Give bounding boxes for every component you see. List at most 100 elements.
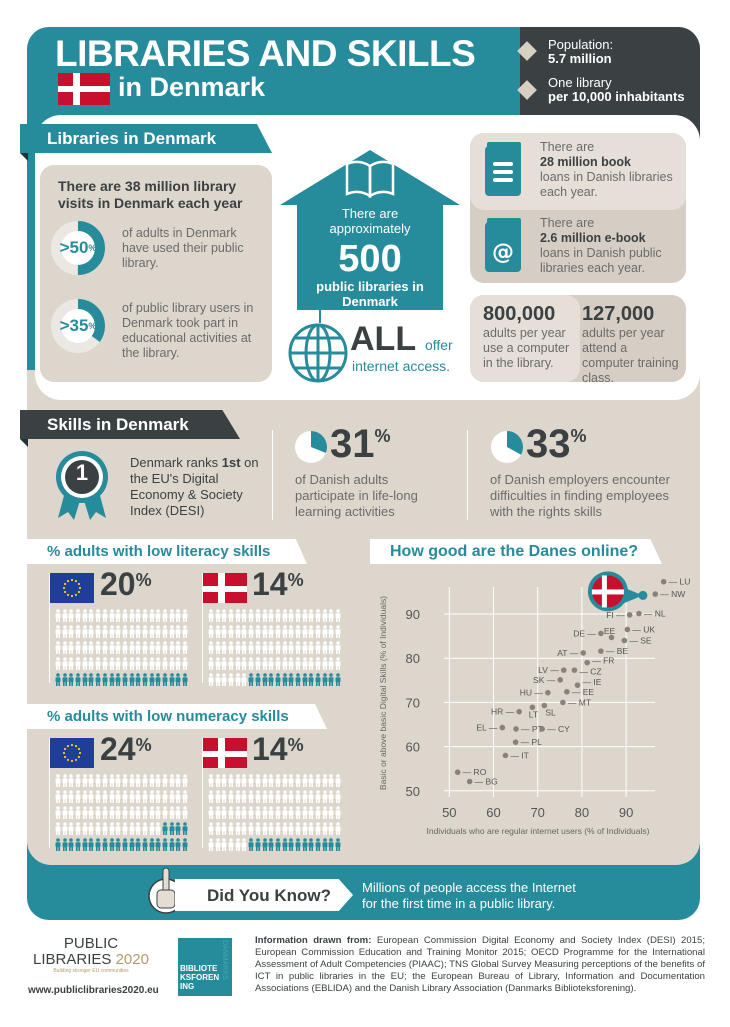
dbf-logo-vertical-text: DANMARKS bbox=[221, 940, 228, 980]
person-icon bbox=[255, 822, 261, 835]
person-icon bbox=[129, 806, 135, 819]
person-icon bbox=[228, 822, 234, 835]
person-icon bbox=[308, 806, 314, 819]
y-tick-label: 90 bbox=[406, 607, 420, 622]
person-icon-highlighted bbox=[169, 838, 175, 851]
internet-all: ALL offer bbox=[350, 320, 453, 358]
person-icon bbox=[75, 657, 81, 670]
visits-headline: There are 38 million library visits in D… bbox=[58, 178, 243, 211]
data-label: — PT bbox=[521, 724, 543, 734]
data-label: — UK bbox=[632, 624, 655, 634]
website-link[interactable]: www.publiclibraries2020.eu bbox=[28, 985, 159, 996]
person-icon-highlighted bbox=[268, 838, 274, 851]
person-icon-highlighted bbox=[135, 673, 141, 686]
person-icon bbox=[82, 641, 88, 654]
person-icon bbox=[275, 774, 281, 787]
person-icon bbox=[115, 657, 121, 670]
danish-library-association-logo: BIBLIOTEKSFORENING DANMARKS bbox=[178, 938, 232, 996]
ribbon-fold bbox=[20, 153, 28, 161]
person-icon bbox=[149, 790, 155, 803]
stat-educational-activities: of public library users in Denmark took … bbox=[122, 301, 254, 360]
data-point bbox=[571, 667, 578, 673]
person-icon bbox=[328, 822, 334, 835]
eu-flag-icon bbox=[50, 573, 94, 603]
person-icon bbox=[62, 822, 68, 835]
person-icon bbox=[175, 641, 181, 654]
person-icon bbox=[235, 822, 241, 835]
person-icon bbox=[322, 774, 328, 787]
person-icon bbox=[115, 641, 121, 654]
page-title: LIBRARIES AND SKILLS bbox=[55, 33, 476, 74]
person-icon bbox=[308, 822, 314, 835]
employers-text: of Danish employers encounter difficulti… bbox=[490, 472, 670, 519]
person-icon bbox=[328, 806, 334, 819]
person-icon bbox=[235, 641, 241, 654]
ribbon-fold bbox=[20, 439, 28, 447]
person-icon bbox=[55, 774, 61, 787]
computer-use-card bbox=[470, 295, 580, 382]
person-icon bbox=[288, 657, 294, 670]
data-label: — SE bbox=[629, 636, 652, 646]
person-icon bbox=[255, 609, 261, 622]
data-label: SL bbox=[545, 707, 556, 717]
data-label: SK — bbox=[533, 675, 556, 685]
person-icon-highlighted bbox=[95, 838, 101, 851]
person-icon bbox=[302, 790, 308, 803]
person-icon-highlighted bbox=[282, 838, 288, 851]
person-icon bbox=[95, 774, 101, 787]
person-icon bbox=[175, 774, 181, 787]
person-icon bbox=[328, 657, 334, 670]
person-icon bbox=[115, 625, 121, 638]
person-icon bbox=[142, 790, 148, 803]
person-icon bbox=[155, 822, 161, 835]
person-icon bbox=[155, 790, 161, 803]
person-icon-highlighted bbox=[62, 838, 68, 851]
person-icon bbox=[315, 806, 321, 819]
person-icon bbox=[295, 822, 301, 835]
person-icon bbox=[228, 641, 234, 654]
person-icon bbox=[215, 806, 221, 819]
person-icon bbox=[129, 609, 135, 622]
person-icon bbox=[275, 625, 281, 638]
person-icon-highlighted bbox=[88, 838, 94, 851]
person-icon-highlighted bbox=[68, 673, 74, 686]
person-icon bbox=[241, 641, 247, 654]
data-point bbox=[624, 626, 631, 633]
person-icon bbox=[248, 641, 254, 654]
person-icon bbox=[215, 673, 221, 686]
house-intro: There are approximately bbox=[329, 206, 411, 236]
person-icon bbox=[302, 822, 308, 835]
person-icon bbox=[288, 806, 294, 819]
ebook-icon: @ bbox=[485, 218, 521, 272]
person-icon bbox=[228, 657, 234, 670]
person-icon bbox=[221, 806, 227, 819]
person-icon bbox=[175, 806, 181, 819]
person-icon bbox=[88, 657, 94, 670]
person-icon bbox=[315, 822, 321, 835]
data-label: — RO bbox=[463, 767, 487, 777]
person-icon-highlighted bbox=[62, 673, 68, 686]
person-icon bbox=[241, 774, 247, 787]
person-icon bbox=[208, 806, 214, 819]
data-point bbox=[557, 677, 564, 683]
page-subtitle: in Denmark bbox=[118, 72, 266, 102]
person-icon bbox=[175, 657, 181, 670]
person-icon bbox=[302, 609, 308, 622]
person-icon bbox=[88, 641, 94, 654]
person-icon bbox=[295, 641, 301, 654]
person-icon bbox=[68, 790, 74, 803]
person-icon bbox=[288, 822, 294, 835]
person-icon-highlighted bbox=[315, 673, 321, 686]
data-label: EE bbox=[604, 626, 616, 636]
person-icon bbox=[322, 641, 328, 654]
person-icon bbox=[162, 790, 168, 803]
person-icon bbox=[155, 774, 161, 787]
literacy-eu-people-grid bbox=[55, 609, 189, 686]
person-icon bbox=[129, 641, 135, 654]
person-icon bbox=[241, 806, 247, 819]
lifelong-percent: 31% bbox=[330, 422, 391, 466]
person-icon bbox=[149, 641, 155, 654]
person-icon bbox=[95, 641, 101, 654]
person-icon bbox=[115, 806, 121, 819]
donut-35-percent: >35% bbox=[50, 298, 106, 354]
